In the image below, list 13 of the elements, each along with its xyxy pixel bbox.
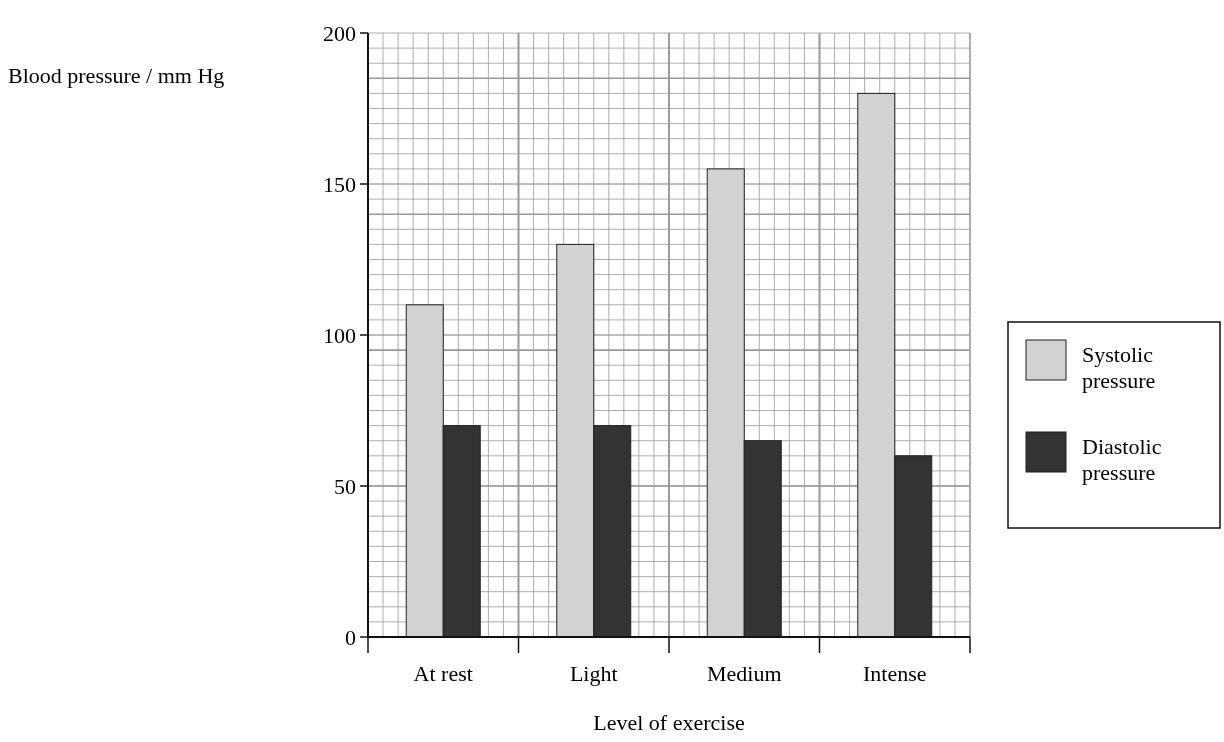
legend-label: Diastolic pressure <box>1082 434 1162 485</box>
x-tick-label: Light <box>569 661 618 686</box>
y-tick-label: 200 <box>323 20 356 46</box>
y-tick-label: 100 <box>323 322 356 348</box>
y-tick-label: 150 <box>323 171 356 197</box>
x-tick-label: Intense <box>862 661 927 686</box>
y-tick-label: 0 <box>345 624 356 650</box>
x-tick-label: At rest <box>413 661 473 686</box>
x-axis-title: Level of exercise <box>593 710 745 735</box>
y-axis-title: Blood pressure / mm Hg <box>8 63 225 88</box>
x-tick-label: Medium <box>706 661 782 686</box>
y-tick-label: 50 <box>334 473 356 499</box>
legend-label: Systolic pressure <box>1082 342 1156 393</box>
